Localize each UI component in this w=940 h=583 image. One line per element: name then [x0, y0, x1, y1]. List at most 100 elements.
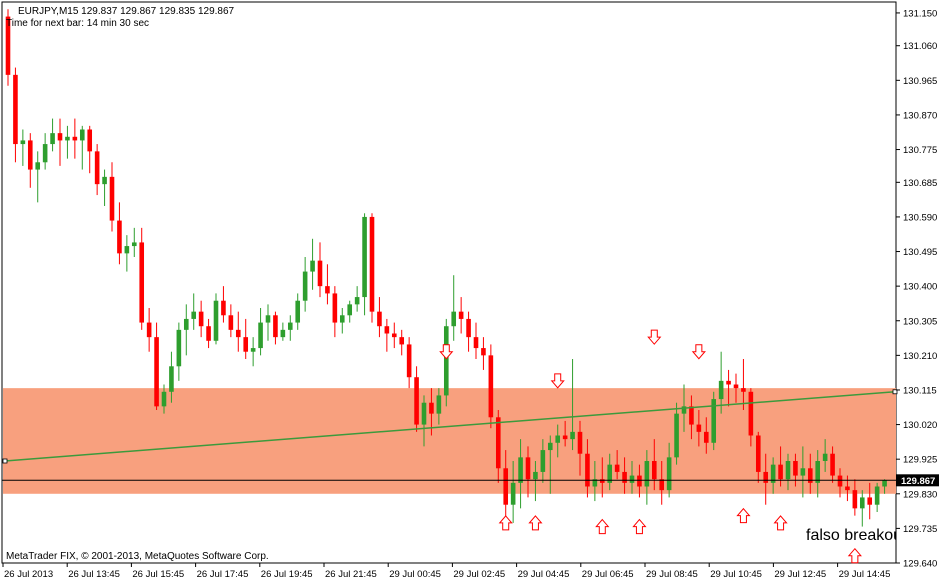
candle-body	[711, 399, 717, 443]
candle	[295, 293, 301, 330]
candle	[354, 286, 360, 312]
arrows-layer	[439, 329, 862, 564]
candle	[154, 322, 159, 410]
candle-body	[651, 461, 657, 480]
candle	[42, 133, 48, 170]
candle	[555, 424, 561, 458]
candle-body	[35, 162, 41, 170]
candle-body	[458, 311, 464, 319]
lines-layer	[2, 389, 898, 481]
candle-body	[533, 471, 538, 480]
candle-body	[384, 326, 390, 334]
x-tick-label: 26 Jul 19:45	[261, 569, 313, 580]
candle	[577, 420, 583, 476]
candle	[614, 450, 620, 480]
candle-body	[287, 322, 293, 330]
candle	[443, 318, 449, 407]
candle-body	[169, 366, 174, 392]
candle-body	[696, 424, 702, 432]
candle-body	[443, 326, 449, 396]
candle-body	[510, 482, 516, 505]
candle-body	[666, 457, 672, 491]
candle	[770, 457, 776, 494]
candle-body	[191, 311, 197, 319]
candle	[332, 286, 338, 338]
support-zone[interactable]	[3, 388, 896, 494]
candle-body	[778, 464, 783, 480]
y-tick-label: 130.495	[903, 247, 937, 258]
candle-body	[421, 402, 427, 425]
y-tick-label: 130.020	[903, 420, 937, 431]
x-tick-label: 26 Jul 21:45	[325, 569, 377, 580]
candle-body	[213, 300, 219, 341]
candle	[310, 238, 315, 290]
candle-body	[57, 133, 63, 141]
y-tick-label: 131.060	[903, 41, 937, 52]
candle-body	[466, 318, 471, 338]
candle	[102, 169, 107, 206]
x-tick-label: 29 Jul 00:45	[389, 569, 441, 580]
trend-line[interactable]	[4, 391, 896, 462]
x-tick-label: 29 Jul 06:45	[582, 569, 634, 580]
candle	[859, 490, 865, 527]
candle-body	[822, 453, 828, 461]
candle	[161, 384, 167, 414]
candle-body	[763, 471, 769, 483]
candle-body	[295, 300, 301, 323]
candle-body	[414, 377, 419, 425]
y-tick-label: 130.400	[903, 282, 937, 293]
candle-body	[874, 486, 880, 505]
candle	[79, 125, 85, 170]
candle	[94, 144, 100, 196]
candle-body	[102, 176, 107, 185]
candle-body	[785, 461, 791, 480]
candle	[651, 439, 657, 491]
candle	[763, 453, 769, 505]
candle-body	[20, 140, 26, 145]
candle-body	[807, 468, 813, 483]
current-price-tag-label: 129.867	[901, 476, 935, 487]
candle-body	[637, 475, 642, 487]
candle-body	[607, 464, 613, 483]
candle	[800, 446, 806, 498]
candle-body	[87, 129, 93, 152]
candle-body	[703, 431, 709, 443]
y-tick-label: 130.965	[903, 76, 937, 87]
candle-body	[622, 471, 627, 483]
candle	[258, 308, 263, 356]
down-arrow-icon	[647, 329, 662, 345]
candle-body	[27, 140, 33, 170]
candle-body	[5, 16, 11, 75]
candle	[733, 373, 739, 403]
candle-body	[488, 355, 494, 418]
candle	[213, 293, 219, 345]
candle-body	[310, 260, 315, 272]
candle	[265, 304, 271, 341]
y-tick-label: 130.685	[903, 178, 937, 189]
candle	[659, 461, 665, 505]
trend-line-handle[interactable]	[2, 458, 8, 464]
candle-body	[13, 74, 18, 145]
candle	[525, 446, 531, 498]
candle	[228, 304, 234, 338]
candle	[533, 461, 538, 502]
trend-line-handle[interactable]	[892, 389, 898, 395]
candle-body	[280, 329, 286, 338]
down-arrow-icon	[550, 373, 565, 389]
candle	[458, 297, 464, 334]
candle	[622, 457, 627, 494]
candle	[473, 322, 479, 359]
candle	[302, 257, 308, 312]
candle-body	[577, 431, 583, 454]
x-tick-label: 26 Jul 15:45	[132, 569, 184, 580]
candle-body	[198, 311, 204, 327]
candle	[273, 311, 278, 345]
candle	[540, 439, 546, 483]
candle	[250, 337, 256, 367]
x-tick-label: 29 Jul 04:45	[518, 569, 570, 580]
candle-body	[614, 464, 620, 472]
candle	[5, 9, 11, 86]
candle-body	[273, 315, 278, 338]
